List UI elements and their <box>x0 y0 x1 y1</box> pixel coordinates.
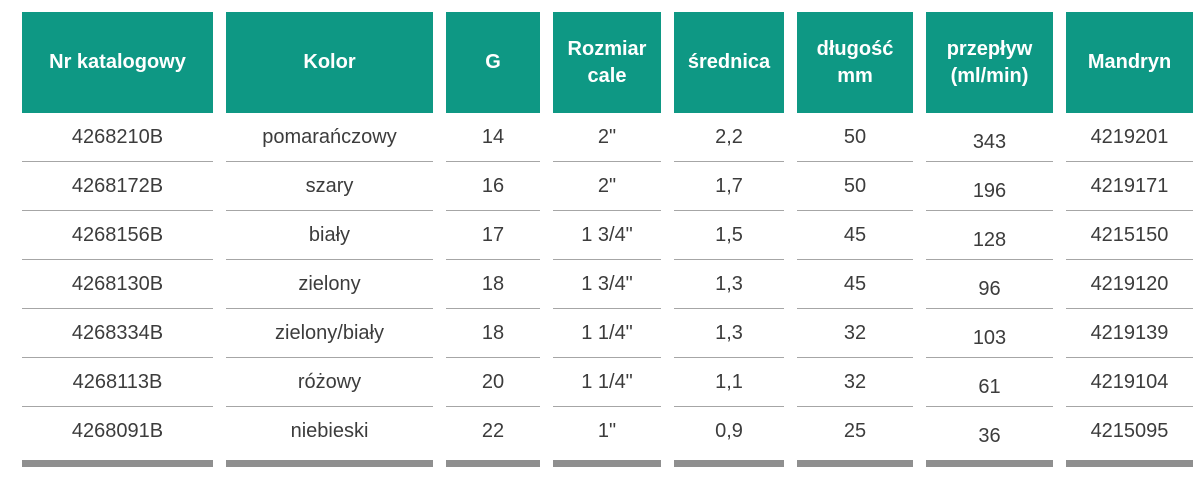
product-spec-table: Nr katalogowy Kolor G Rozmiar cale średnica d… <box>22 12 1193 467</box>
footer-bar <box>797 460 913 467</box>
table-cell: 50 <box>797 113 913 162</box>
table-cell: 2,2 <box>674 113 784 162</box>
column-header: średnica <box>674 12 784 113</box>
footer-bar <box>674 460 784 467</box>
table-cell: 25 <box>843 420 867 442</box>
table-cell: 4268172B <box>22 162 213 211</box>
table-cell: 2" <box>553 162 661 211</box>
table-cell: 22 <box>481 420 505 442</box>
table-cell: 32 <box>797 309 913 358</box>
table-cell: 4219120 <box>1066 260 1193 309</box>
table-cell: 4219139 <box>1066 309 1193 358</box>
table-cell: 1 3/4" <box>553 260 661 309</box>
table-cell: 4268156B <box>22 211 213 260</box>
table-row: 4268334B zielony/biały 18 1 1/4" 1,3 32 103 421… <box>22 309 1193 358</box>
table-cell: niebieski <box>290 420 369 442</box>
column-header: Rozmiar cale <box>553 12 661 113</box>
table-footer-bars <box>22 460 1193 467</box>
table-cell: 4219171 <box>1066 162 1193 211</box>
column-header: Nr katalogowy <box>22 12 213 113</box>
table-cell: 2" <box>553 113 661 162</box>
footer-bar <box>226 460 433 467</box>
table-cell: 45 <box>797 260 913 309</box>
table-cell: 4268091B <box>71 420 164 442</box>
table-cell: 45 <box>797 211 913 260</box>
table-cell: 36 <box>978 425 1001 447</box>
footer-bar <box>553 460 661 467</box>
table-cell: 1,5 <box>674 211 784 260</box>
table-cell: zielony/biały <box>226 309 433 358</box>
table-cell: 96 <box>926 260 1053 309</box>
column-header: G <box>446 12 540 113</box>
table-cell: 61 <box>926 358 1053 407</box>
footer-bar <box>22 460 213 467</box>
table-cell: 4219201 <box>1066 113 1193 162</box>
table-body: 4268210B pomarańczowy 14 2" 2,2 50 343 4219201 4… <box>22 113 1193 456</box>
table-cell: 1,3 <box>674 260 784 309</box>
table-cell: 0,9 <box>715 420 743 442</box>
table-cell: zielony <box>226 260 433 309</box>
table-cell: 4268210B <box>22 113 213 162</box>
table-row: 4268113B różowy 20 1 1/4" 1,1 32 61 4219104 <box>22 358 1193 407</box>
table-header-row: Nr katalogowy Kolor G Rozmiar cale średnica d… <box>22 12 1193 113</box>
table-cell: 4268113B <box>22 358 213 407</box>
table-row: 4268172B szary 16 2" 1,7 50 196 4219171 <box>22 162 1193 211</box>
table-cell: 343 <box>926 113 1053 162</box>
table-cell: 17 <box>446 211 540 260</box>
table-row: 4268156B biały 17 1 3/4" 1,5 45 128 4215150 <box>22 211 1193 260</box>
table-cell: pomarańczowy <box>226 113 433 162</box>
footer-bar <box>1066 460 1193 467</box>
table-cell: 16 <box>446 162 540 211</box>
table-cell: szary <box>226 162 433 211</box>
table-cell: 4219104 <box>1066 358 1193 407</box>
table-cell: 14 <box>446 113 540 162</box>
footer-bar <box>446 460 540 467</box>
column-header: długość mm <box>797 12 913 113</box>
table-row: 4268091B niebieski 22 1" 0,9 25 36 4215095 <box>22 407 1193 456</box>
table-cell: 4268130B <box>22 260 213 309</box>
table-cell: 18 <box>446 309 540 358</box>
column-header: przepływ (ml/min) <box>926 12 1053 113</box>
table-cell: 1" <box>597 420 617 442</box>
table-cell: biały <box>226 211 433 260</box>
table-cell: 18 <box>446 260 540 309</box>
table-cell: 50 <box>797 162 913 211</box>
table-cell: 1,1 <box>674 358 784 407</box>
table-cell: 196 <box>926 162 1053 211</box>
table-cell: różowy <box>226 358 433 407</box>
table-cell: 103 <box>926 309 1053 358</box>
table-cell: 20 <box>446 358 540 407</box>
column-header: Mandryn <box>1066 12 1193 113</box>
column-header: Kolor <box>226 12 433 113</box>
table-cell: 1,3 <box>674 309 784 358</box>
table-cell: 128 <box>926 211 1053 260</box>
footer-bar <box>926 460 1053 467</box>
table-cell: 4268334B <box>22 309 213 358</box>
table-cell: 4215150 <box>1066 211 1193 260</box>
table-cell: 1,7 <box>674 162 784 211</box>
table-cell: 1 1/4" <box>553 358 661 407</box>
table-row: 4268130B zielony 18 1 3/4" 1,3 45 96 4219120 <box>22 260 1193 309</box>
table-cell: 4215095 <box>1090 420 1169 442</box>
table-cell: 1 3/4" <box>553 211 661 260</box>
table-row: 4268210B pomarańczowy 14 2" 2,2 50 343 4219201 <box>22 113 1193 162</box>
table-cell: 32 <box>797 358 913 407</box>
table-cell: 1 1/4" <box>553 309 661 358</box>
